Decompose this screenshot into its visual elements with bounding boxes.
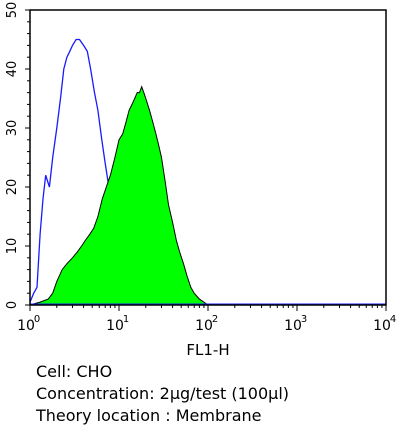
x-tick-label: 10 bbox=[284, 318, 302, 334]
caption-concentration: Concentration: 2μg/test (100μl) bbox=[36, 384, 290, 403]
x-axis-label: FL1-H bbox=[186, 341, 229, 359]
x-tick-exponent: 0 bbox=[34, 314, 40, 325]
x-tick-label: 10 bbox=[373, 318, 391, 334]
y-tick-label: 10 bbox=[5, 238, 20, 255]
y-tick-label: 50 bbox=[5, 2, 20, 19]
x-tick-exponent: 3 bbox=[301, 314, 307, 325]
caption-cell: Cell: CHO bbox=[36, 362, 113, 381]
x-tick-label: 10 bbox=[106, 318, 124, 334]
x-tick-label: 10 bbox=[195, 318, 213, 334]
y-tick-label: 40 bbox=[5, 61, 20, 78]
x-tick-exponent: 2 bbox=[212, 314, 218, 325]
y-tick-label: 20 bbox=[5, 179, 20, 196]
x-tick-exponent: 1 bbox=[123, 314, 129, 325]
series-fill-area bbox=[29, 85, 210, 306]
caption-location: Theory location : Membrane bbox=[36, 406, 262, 425]
y-tick-label: 0 bbox=[5, 301, 20, 309]
x-tick-exponent: 4 bbox=[390, 314, 396, 325]
x-tick-label: 10 bbox=[17, 318, 35, 334]
series-layer bbox=[29, 38, 386, 306]
y-tick-label: 30 bbox=[5, 120, 20, 137]
